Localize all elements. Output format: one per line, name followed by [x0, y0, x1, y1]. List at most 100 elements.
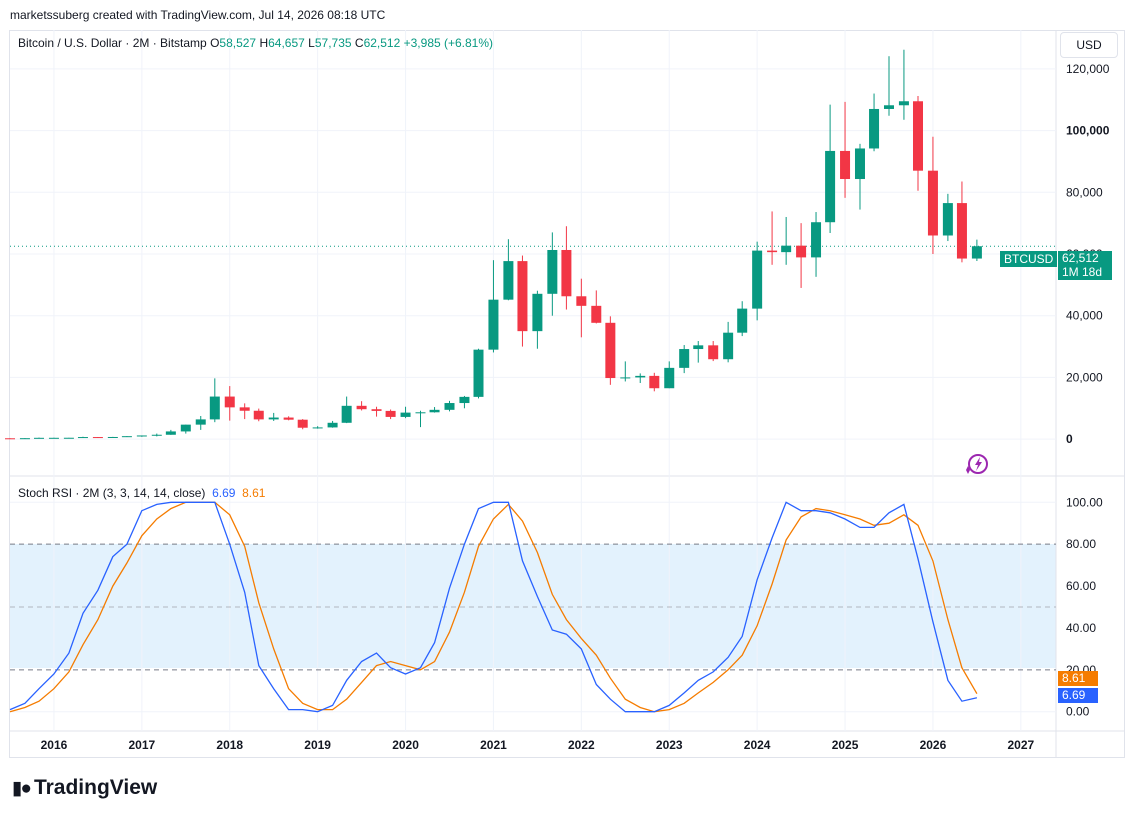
x-tick-label: 2023: [656, 738, 683, 752]
stoch-d-tag: 8.61: [1058, 671, 1098, 686]
candle-body: [107, 436, 118, 438]
candle-body: [503, 261, 514, 300]
candle-body: [854, 148, 865, 180]
chart-frame: [9, 30, 1125, 758]
candle-body: [869, 108, 880, 149]
stoch-rsi-title[interactable]: Stoch RSI · 2M (3, 3, 14, 14, close): [18, 486, 206, 500]
candle-body: [165, 431, 176, 435]
stoch-k-line: [9, 501, 978, 713]
x-tick-label: 2019: [304, 738, 331, 752]
candle-body: [811, 222, 822, 258]
bar-countdown: 1M 18d: [1062, 265, 1103, 279]
candle-body: [400, 412, 411, 417]
close-value: 62,512: [363, 36, 401, 50]
candle-body: [693, 345, 704, 350]
candle-body: [898, 101, 909, 106]
x-tick-label: 2017: [128, 738, 155, 752]
candle-body: [136, 435, 147, 437]
candle-body: [517, 261, 528, 332]
open-label: O: [210, 36, 220, 50]
candle-body: [195, 419, 206, 425]
candle-body: [312, 427, 323, 429]
x-tick-label: 2016: [41, 738, 68, 752]
candle-body: [327, 422, 338, 428]
candle-body: [77, 437, 88, 439]
symbol-price-label: BTCUSD: [1000, 251, 1058, 267]
main-legend: Bitcoin / U.S. Dollar · 2M · Bitstamp O5…: [18, 36, 493, 50]
candle-body: [737, 308, 748, 333]
close-label: C: [354, 36, 364, 50]
candle-body: [5, 438, 15, 440]
candle-body: [19, 438, 30, 440]
candle-body: [239, 407, 250, 411]
currency-button[interactable]: USD: [1060, 32, 1118, 58]
y-tick-label: 20,000: [1066, 370, 1103, 384]
stoch-rsi-band: [10, 544, 1056, 668]
candle-body: [767, 250, 778, 253]
candle-body: [547, 249, 558, 294]
candle-body: [840, 150, 851, 180]
candle-body: [942, 203, 953, 236]
candle-body: [34, 437, 45, 439]
candle-body: [473, 349, 484, 397]
last-price-value: 62,512: [1062, 251, 1099, 265]
y-tick-label: 100,000: [1066, 124, 1110, 138]
candle-body: [371, 409, 382, 411]
candle-body: [708, 345, 719, 360]
candle-body: [825, 150, 836, 223]
low-value: 57,735: [314, 36, 352, 50]
high-label: H: [259, 36, 269, 50]
candle-body: [121, 436, 132, 438]
y-tick-label: 40,000: [1066, 309, 1103, 323]
y-tick-label: 120,000: [1066, 62, 1110, 76]
candle-body: [253, 410, 264, 420]
candle-body: [268, 417, 279, 420]
candle-body: [151, 434, 162, 436]
y-tick-label: 0: [1066, 432, 1073, 446]
candle-body: [591, 305, 602, 323]
x-tick-label: 2020: [392, 738, 419, 752]
rsi-tick-label: 40.00: [1066, 621, 1096, 635]
candle-body: [459, 396, 470, 404]
rsi-tick-label: 100.00: [1066, 495, 1103, 509]
symbol-title[interactable]: Bitcoin / U.S. Dollar · 2M · Bitstamp: [18, 36, 207, 50]
candle-body: [444, 403, 455, 410]
brand-name: TradingView: [33, 776, 158, 799]
candle-body: [927, 170, 938, 236]
candle-body: [576, 296, 587, 306]
tradingview-logo[interactable]: ▮● TradingView: [12, 776, 157, 800]
x-tick-label: 2018: [216, 738, 243, 752]
stoch-k-tag: 6.69: [1058, 688, 1098, 703]
candle-body: [679, 349, 690, 368]
rsi-tick-label: 0.00: [1066, 705, 1090, 719]
candle-body: [341, 405, 352, 423]
candle-body: [209, 396, 220, 420]
candle-body: [283, 417, 294, 420]
candle-body: [63, 437, 74, 439]
x-tick-label: 2026: [920, 738, 947, 752]
change-value: +3,985 (+6.81%): [403, 36, 494, 50]
candle-body: [796, 245, 807, 258]
open-value: 58,527: [219, 36, 257, 50]
rsi-tick-label: 60.00: [1066, 579, 1096, 593]
y-tick-label: 80,000: [1066, 185, 1103, 199]
stoch-rsi-legend: Stoch RSI · 2M (3, 3, 14, 14, close) 6.6…: [18, 486, 265, 500]
candle-body: [297, 419, 308, 428]
candle-body: [620, 377, 631, 379]
candle-body: [488, 299, 499, 350]
x-tick-label: 2021: [480, 738, 507, 752]
low-label: L: [308, 36, 315, 50]
candle-body: [883, 105, 894, 109]
attribution-text: marketssuberg created with TradingView.c…: [10, 8, 386, 22]
candle-body: [781, 245, 792, 253]
candle-body: [415, 412, 426, 414]
candle-body: [429, 409, 440, 413]
candle-body: [635, 375, 646, 378]
candle-body: [912, 101, 923, 171]
stoch-d-value: 8.61: [242, 486, 266, 500]
x-tick-label: 2027: [1007, 738, 1034, 752]
x-tick-label: 2025: [832, 738, 859, 752]
candle-body: [561, 249, 572, 297]
lightning-icon[interactable]: [963, 452, 991, 476]
